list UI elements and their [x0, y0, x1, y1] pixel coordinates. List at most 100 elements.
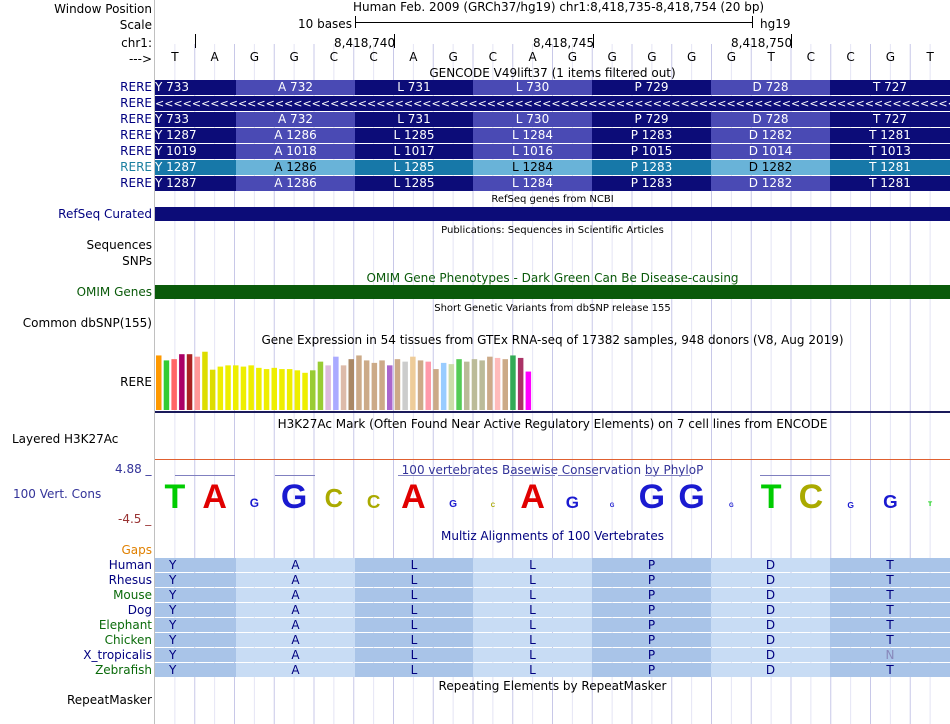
gtex-tissue-bar	[294, 370, 301, 410]
gtex-tissue-bar	[502, 359, 508, 410]
multiz-species-label[interactable]: Dog	[127, 603, 152, 617]
multiz-title[interactable]: Multiz Alignments of 100 Vertebrates	[440, 529, 665, 543]
multiz-species-label[interactable]: X_tropicalis	[83, 648, 152, 662]
snps-label[interactable]: SNPs	[122, 254, 152, 268]
codon-cell: T 727	[830, 112, 950, 127]
gencode-row-label[interactable]: RERE	[120, 160, 152, 174]
gencode-transcript-bar[interactable]: Y 733 A 732 L 731 L 730 P 729 D 728 T 727	[155, 80, 950, 95]
gtex-tissue-bar	[371, 362, 378, 410]
strand-label[interactable]: --->	[128, 52, 152, 66]
gtex-tissue-bar	[310, 370, 316, 410]
multiz-species-label[interactable]: Rhesus	[108, 573, 152, 587]
gtex-tissue-bar	[517, 357, 524, 410]
codon-cell: T 1281	[830, 176, 950, 191]
gencode-transcript-bar[interactable]: Y 1019 A 1018 L 1017 L 1016 P 1015 D 1014 T 10…	[155, 144, 950, 159]
codon-cell: L 731	[355, 80, 473, 95]
gencode-row-label[interactable]: RERE	[120, 128, 152, 142]
gencode-row-label[interactable]: RERE	[120, 112, 152, 126]
base-letter: G	[249, 50, 260, 64]
assembly-position-text[interactable]: Human Feb. 2009 (GRCh37/hg19) chr1:8,418…	[353, 0, 765, 14]
gencode-transcript-bar[interactable]: Y 1287 A 1286 L 1285 L 1284 P 1283 D 1282 T 12…	[155, 176, 950, 191]
db-text: hg19	[760, 17, 791, 31]
gtex-label[interactable]: RERE	[120, 375, 152, 389]
gtex-tissue-bar	[456, 359, 462, 410]
multiz-species-label[interactable]: Elephant	[98, 618, 152, 632]
conservation-letter: G	[883, 490, 898, 512]
refseq-bar[interactable]	[155, 207, 950, 221]
multiz-aa-cell: T	[830, 558, 950, 572]
gtex-tissue-bar	[417, 360, 424, 410]
base-letter: C	[806, 50, 816, 64]
multiz-aa-cell: L	[473, 588, 592, 602]
dbsnp-label[interactable]: Common dbSNP(155)	[22, 316, 152, 330]
gtex-tissue-bar	[479, 360, 485, 410]
multiz-aa-cell: Y	[155, 648, 236, 662]
multiz-aa-cell: P	[592, 663, 711, 677]
gencode-row-label[interactable]: RERE	[120, 176, 152, 190]
base-letter: C	[329, 50, 339, 64]
refseq-label[interactable]: RefSeq Curated	[58, 207, 152, 221]
codon-cell: L 1284	[473, 176, 592, 191]
conservation-title[interactable]: 100 vertebrates Basewise Conservation by…	[401, 463, 704, 477]
multiz-species-label[interactable]: Chicken	[104, 633, 152, 647]
gtex-tissue-bar	[402, 361, 408, 410]
codon-cell: T 1281	[830, 128, 950, 143]
conservation-letter: G	[638, 478, 666, 517]
gencode-row-label[interactable]: RERE	[120, 144, 152, 158]
gtex-bar-chart[interactable]	[155, 348, 555, 414]
omim-title[interactable]: OMIM Gene Phenotypes - Dark Green Can Be…	[366, 271, 739, 285]
conservation-label[interactable]: 100 Vert. Cons	[13, 487, 102, 501]
gtex-tissue-bar	[433, 369, 439, 410]
refseq-title[interactable]: RefSeq genes from NCBI	[491, 194, 614, 205]
gtex-tissue-bar	[317, 361, 324, 410]
gencode-row-label[interactable]: RERE	[120, 96, 152, 110]
sequences-label[interactable]: Sequences	[86, 238, 152, 252]
gaps-label[interactable]: Gaps	[121, 543, 152, 557]
multiz-species-label[interactable]: Zebrafish	[95, 663, 152, 677]
gtex-title[interactable]: Gene Expression in 54 tissues from GTEx …	[261, 333, 844, 347]
multiz-aa-cell: D	[711, 663, 830, 677]
codon-cell: L 1285	[355, 160, 473, 175]
gtex-tissue-bar	[425, 361, 431, 410]
dbsnp-title[interactable]: Short Genetic Variants from dbSNP releas…	[434, 303, 671, 314]
gencode-transcript-bar[interactable]: Y 733 A 732 L 731 L 730 P 729 D 728 T 727	[155, 112, 950, 127]
multiz-aa-cell: Y	[155, 633, 236, 647]
gtex-tissue-bar	[209, 369, 216, 410]
conservation-letter: C	[490, 503, 496, 510]
h3k27ac-title[interactable]: H3K27Ac Mark (Often Found Near Active Re…	[277, 417, 828, 431]
h3k27ac-label[interactable]: Layered H3K27Ac	[12, 432, 119, 446]
repeatmasker-label[interactable]: RepeatMasker	[66, 693, 152, 707]
multiz-aa-cell: T	[830, 588, 950, 602]
publications-title[interactable]: Publications: Sequences in Scientific Ar…	[441, 225, 664, 236]
multiz-aa-cell: P	[592, 573, 711, 587]
gencode-row-label[interactable]: RERE	[120, 80, 152, 94]
gtex-tissue-bar	[240, 366, 247, 410]
omim-bar[interactable]	[155, 285, 950, 299]
gtex-tissue-bar	[248, 365, 254, 410]
gencode-transcript-bar[interactable]: <<<<<<<<<<<<<<<<<<<<<<<<<<<<<<<<<<<<<<<<…	[155, 96, 950, 111]
gencode-transcript-bar[interactable]: Y 1287 A 1286 L 1285 L 1284 P 1283 D 1282 T 12…	[155, 160, 950, 175]
gtex-baseline	[155, 411, 950, 413]
ruler-tick-left	[195, 34, 196, 48]
gencode-transcript-bar[interactable]: Y 1287 A 1286 L 1285 L 1284 P 1283 D 1282 T 12…	[155, 128, 950, 143]
repeatmasker-title[interactable]: Repeating Elements by RepeatMasker	[438, 679, 667, 693]
gencode-title[interactable]: GENCODE V49lift37 (1 items filtered out)	[429, 66, 676, 80]
multiz-aa-cell: L	[355, 663, 473, 677]
multiz-species-label[interactable]: Mouse	[113, 588, 152, 602]
multiz-aa-cell: D	[711, 588, 830, 602]
gtex-tissue-bar	[286, 369, 293, 410]
omim-label[interactable]: OMIM Genes	[76, 285, 152, 299]
codon-cell: P 1283	[592, 176, 711, 191]
gtex-tissue-bar	[363, 360, 370, 410]
gtex-tissue-bar	[163, 360, 170, 410]
gtex-tissue-bar	[256, 367, 262, 410]
multiz-species-label[interactable]: Human	[108, 558, 152, 572]
